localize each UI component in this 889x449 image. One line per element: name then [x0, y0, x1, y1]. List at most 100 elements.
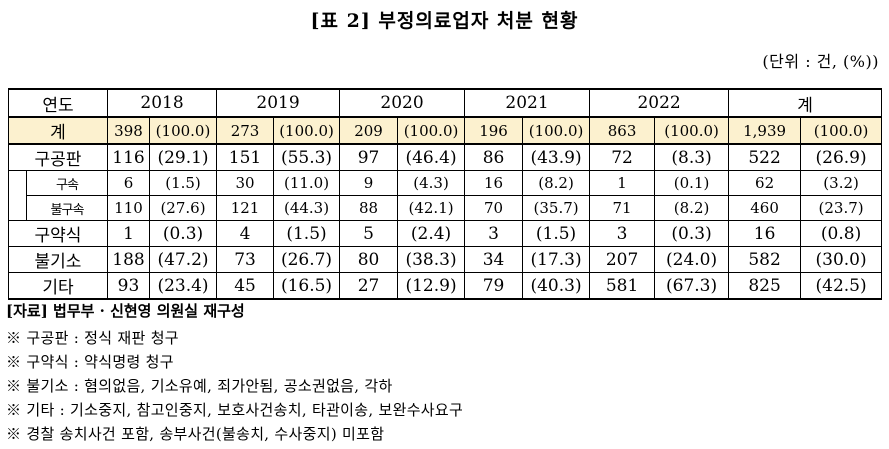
header-year: 2020 — [339, 88, 466, 118]
cell: (0.3) — [654, 220, 730, 247]
cell: 16 — [728, 220, 802, 247]
cell: (29.1) — [148, 143, 218, 171]
cell: (46.4) — [397, 143, 466, 171]
cell: (40.3) — [522, 272, 591, 300]
cell: 6 — [107, 170, 150, 196]
cell: (100.0) — [273, 116, 341, 145]
table-row-summary: 구약식 1 (0.3) 4 (1.5) 5 (2.4) 3 (1.5) 3 (0… — [8, 220, 883, 247]
cell: (8.2) — [522, 170, 591, 196]
cell: 45 — [216, 272, 275, 300]
row-label: 기타 — [8, 272, 108, 300]
cell: 1 — [589, 170, 656, 196]
footnote: ※ 경찰 송치사건 포함, 송부사건(불송치, 수사중지) 미포함 — [6, 425, 385, 443]
cell: (30.0) — [800, 246, 883, 273]
footer: [자료] 법무부 · 신현영 의원실 재구성 ※ 구공판 : 정식 재판 청구 … — [6, 300, 463, 446]
cell: 209 — [339, 116, 399, 145]
indent-cell — [8, 195, 27, 221]
table-header-row: 연도 2018 2019 2020 2021 2022 계 — [8, 88, 883, 118]
cell: 86 — [464, 143, 524, 171]
cell: 3 — [589, 220, 656, 247]
cell: 71 — [589, 195, 656, 221]
cell: (0.8) — [800, 220, 883, 247]
cell: 93 — [107, 272, 150, 300]
cell: (0.3) — [148, 220, 218, 247]
header-year: 2019 — [216, 88, 341, 118]
cell: 73 — [216, 246, 275, 273]
cell: 151 — [216, 143, 275, 171]
row-label: 불기소 — [8, 246, 108, 273]
source-note: [자료] 법무부 · 신현영 의원실 재구성 — [6, 302, 245, 320]
cell: (100.0) — [148, 116, 218, 145]
table-row-detained: 구속 6 (1.5) 30 (11.0) 9 (4.3) 16 (8.2) 1 … — [8, 170, 883, 196]
cell: (23.7) — [800, 195, 883, 221]
cell: 16 — [464, 170, 524, 196]
cell: (17.3) — [522, 246, 591, 273]
row-label: 불구속 — [26, 195, 108, 221]
cell: (100.0) — [800, 116, 883, 145]
cell: 863 — [589, 116, 656, 145]
cell: (8.3) — [654, 143, 730, 171]
cell: (38.3) — [397, 246, 466, 273]
cell: (27.6) — [148, 195, 218, 221]
header-year: 2021 — [464, 88, 591, 118]
cell: 79 — [464, 272, 524, 300]
cell: (3.2) — [800, 170, 883, 196]
cell: 1 — [107, 220, 150, 247]
footnote: ※ 구공판 : 정식 재판 청구 — [6, 329, 179, 347]
cell: (47.2) — [148, 246, 218, 273]
header-year: 2018 — [106, 88, 218, 118]
cell: 34 — [464, 246, 524, 273]
footnote: ※ 구약식 : 약식명령 청구 — [6, 353, 174, 371]
cell: 825 — [728, 272, 802, 300]
cell: 196 — [464, 116, 524, 145]
cell: (4.3) — [397, 170, 466, 196]
cell: 70 — [464, 195, 524, 221]
indent-cell — [8, 170, 27, 196]
row-label: 계 — [8, 116, 108, 145]
cell: 121 — [216, 195, 275, 221]
cell: 522 — [728, 143, 802, 171]
cell: (11.0) — [273, 170, 341, 196]
table-row-indictment: 구공판 116 (29.1) 151 (55.3) 97 (46.4) 86 (… — [8, 143, 883, 171]
cell: (24.0) — [654, 246, 730, 273]
cell: (55.3) — [273, 143, 341, 171]
cell: 188 — [107, 246, 150, 273]
cell: 1,939 — [728, 116, 802, 145]
footnote: ※ 불기소 : 혐의없음, 기소유예, 죄가안됨, 공소권없음, 각하 — [6, 377, 393, 395]
cell: 30 — [216, 170, 275, 196]
cell: 5 — [339, 220, 399, 247]
cell: (67.3) — [654, 272, 730, 300]
cell: 460 — [728, 195, 802, 221]
cell: 3 — [464, 220, 524, 247]
cell: (1.5) — [273, 220, 341, 247]
cell: (43.9) — [522, 143, 591, 171]
cell: 582 — [728, 246, 802, 273]
header-year: 계 — [728, 88, 883, 118]
cell: 72 — [589, 143, 656, 171]
cell: (2.4) — [397, 220, 466, 247]
cell: (12.9) — [397, 272, 466, 300]
cell: (42.5) — [800, 272, 883, 300]
cell: 273 — [216, 116, 275, 145]
table-row-other: 기타 93 (23.4) 45 (16.5) 27 (12.9) 79 (40.… — [8, 272, 883, 300]
row-label: 구공판 — [8, 143, 108, 171]
cell: (16.5) — [273, 272, 341, 300]
cell: (26.7) — [273, 246, 341, 273]
row-label: 구약식 — [8, 220, 108, 247]
cell: (100.0) — [654, 116, 730, 145]
cell: (23.4) — [148, 272, 218, 300]
cell: (35.7) — [522, 195, 591, 221]
cell: (1.5) — [148, 170, 218, 196]
header-year-label: 연도 — [8, 88, 108, 118]
cell: 207 — [589, 246, 656, 273]
footnote: ※ 기타 : 기소중지, 참고인중지, 보호사건송치, 타관이송, 보완수사요구 — [6, 401, 464, 419]
cell: 88 — [339, 195, 399, 221]
cell: (26.9) — [800, 143, 883, 171]
cell: 80 — [339, 246, 399, 273]
cell: (0.1) — [654, 170, 730, 196]
cell: (100.0) — [397, 116, 466, 145]
cell: 9 — [339, 170, 399, 196]
cell: (100.0) — [522, 116, 591, 145]
cell: 116 — [107, 143, 150, 171]
disposition-table: 연도 2018 2019 2020 2021 2022 계 계 398 (100… — [8, 88, 883, 300]
